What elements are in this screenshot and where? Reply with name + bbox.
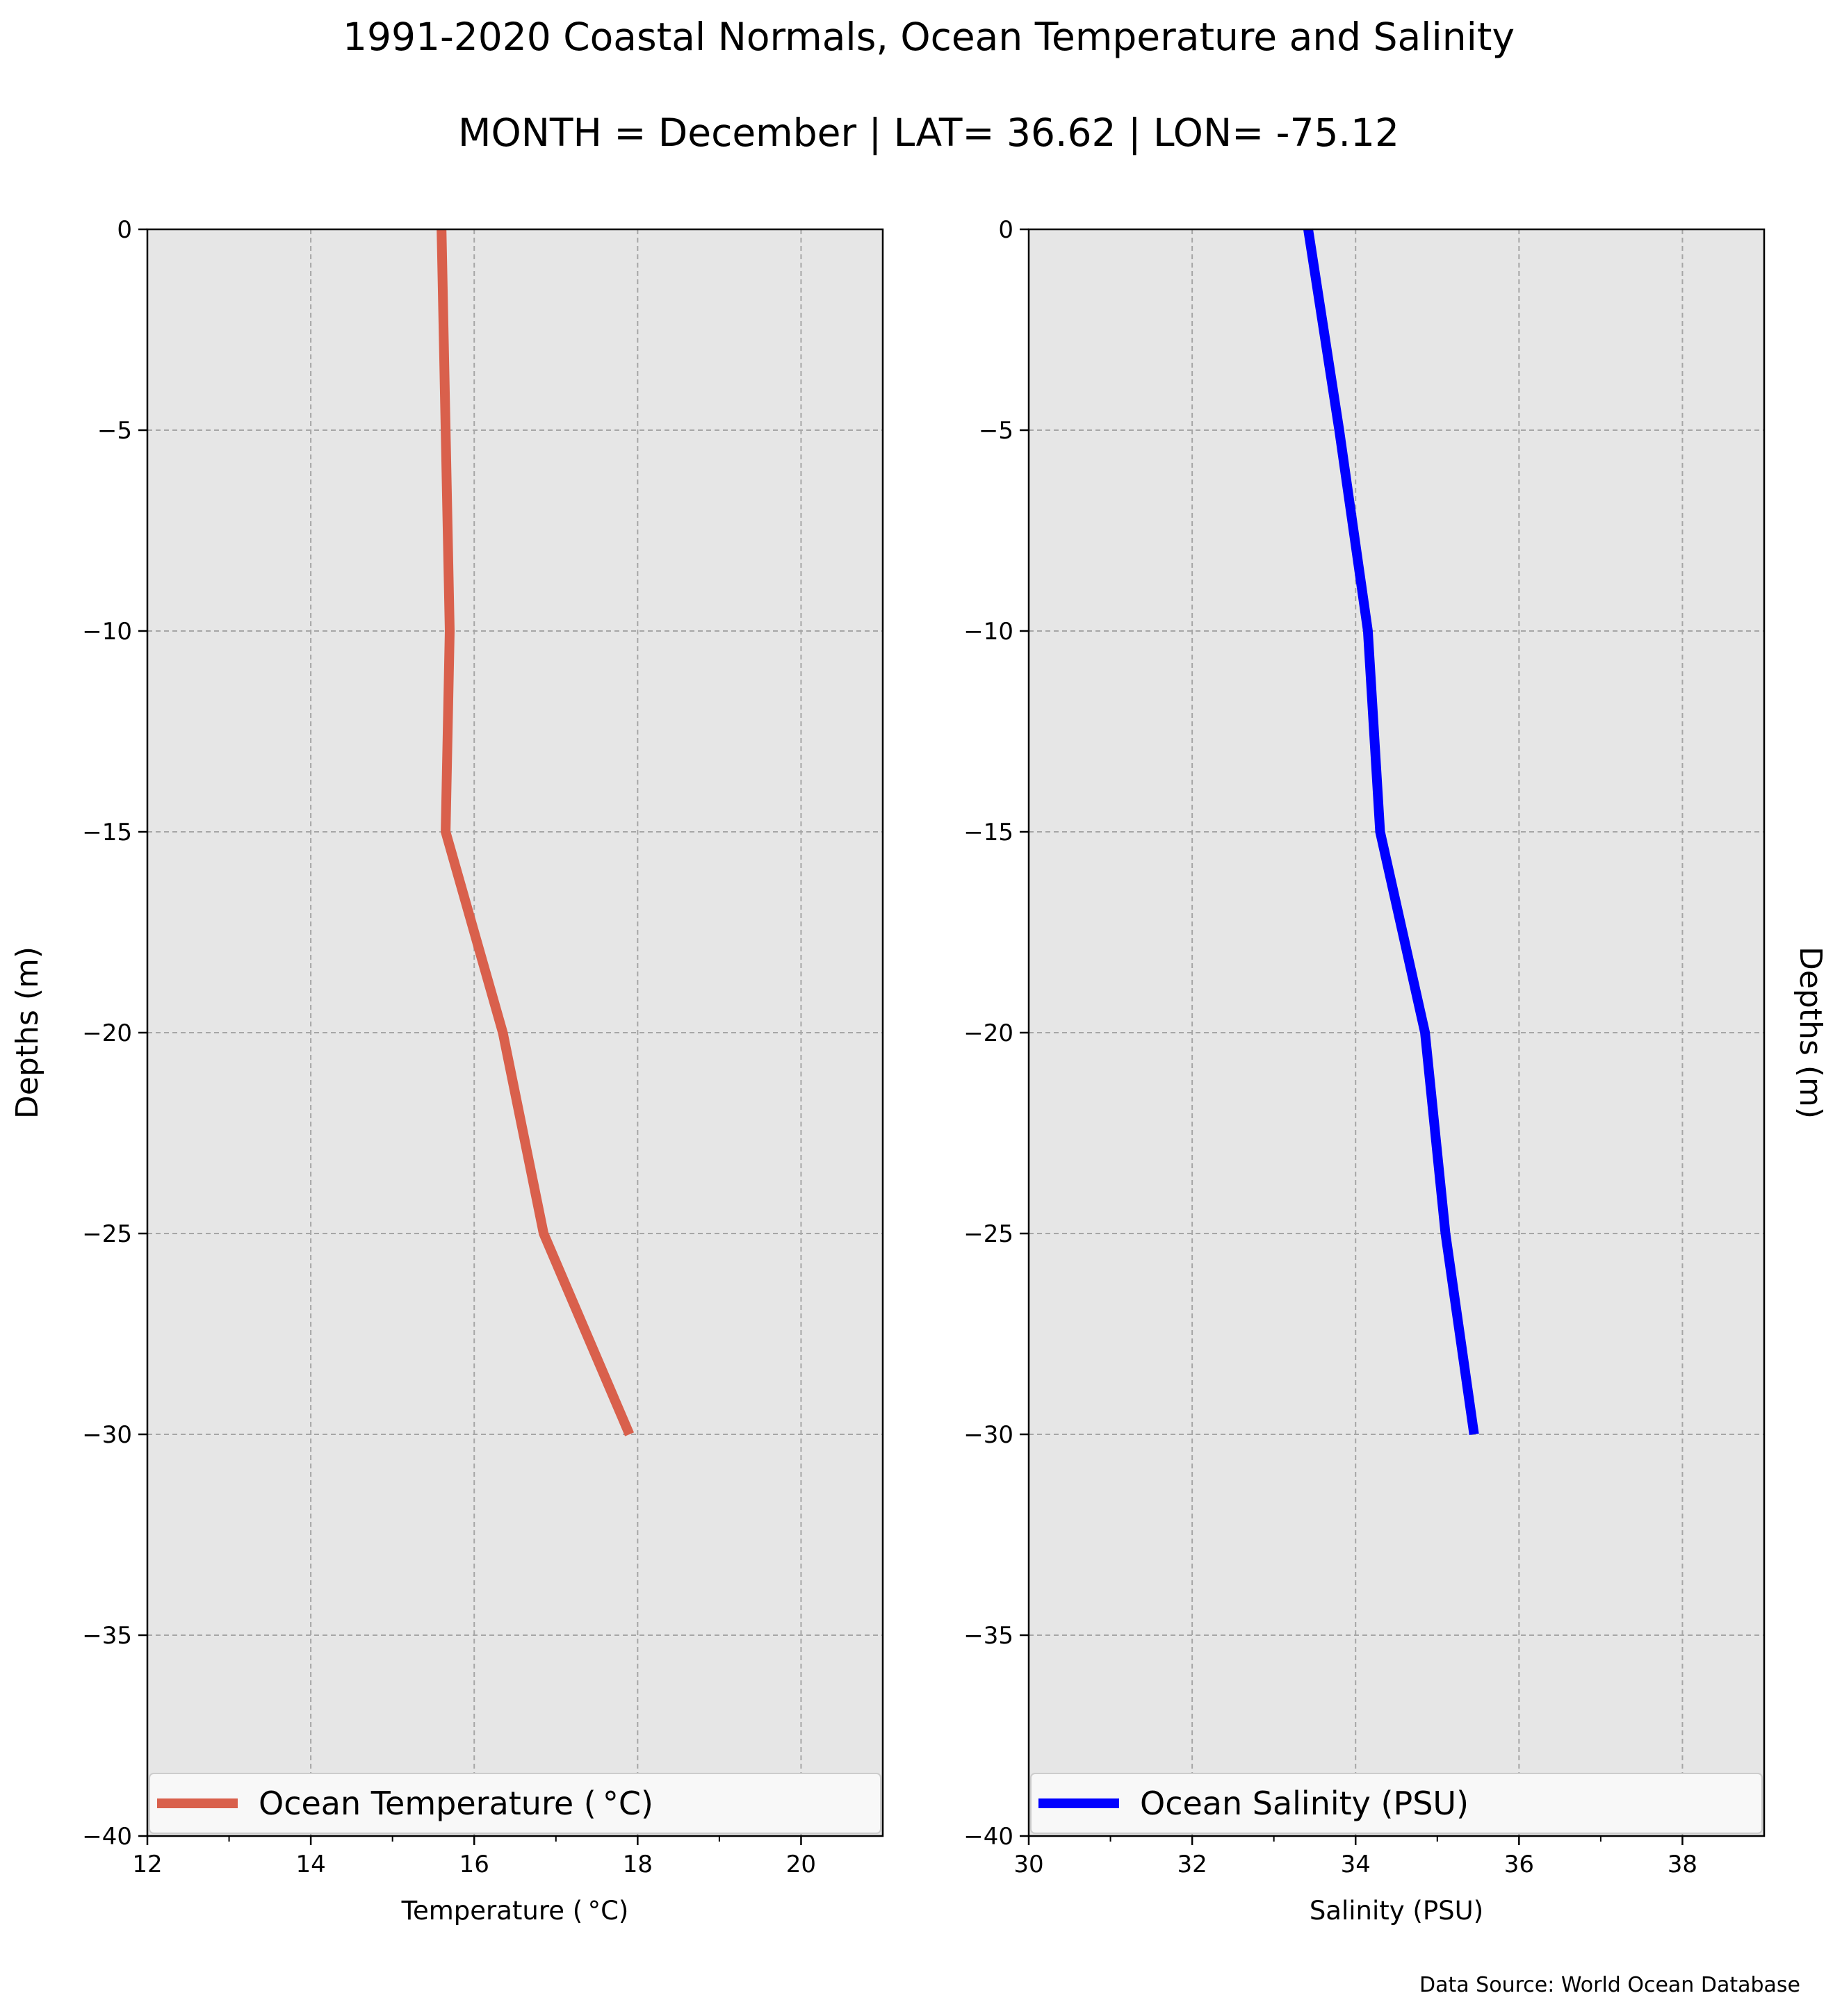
temperature-panel: 12 14 16 18 20 0 −5 −10 −15 −20 −25 −30 −35 −40 Temper… [10,216,884,1926]
x-tick-label: 18 [623,1851,653,1878]
x-tick-label: 20 [786,1851,816,1878]
legend-label: Ocean Temperature ( °C) [259,1785,653,1822]
y-axis-label: Depths (m) [1793,946,1828,1119]
y-tick-label: −40 [963,1823,1013,1851]
y-tick-label: −5 [979,417,1013,445]
y-tick-label: −20 [82,1019,132,1047]
y-tick-label: −15 [963,819,1013,846]
x-tick-label: 32 [1177,1851,1207,1878]
x-tick-label: 36 [1504,1851,1534,1878]
y-tick-label: −20 [963,1019,1013,1047]
x-tick-label: 14 [295,1851,325,1878]
figure-subtitle: MONTH = December | LAT= 36.62 | LON= -75… [458,110,1399,156]
y-tick-label: −25 [82,1220,132,1248]
y-tick-label: −15 [82,819,132,846]
x-axis-label: Salinity (PSU) [1310,1896,1483,1926]
y-tick-label: −30 [963,1421,1013,1449]
y-tick-label: −5 [97,417,132,445]
x-tick-label: 16 [459,1851,489,1878]
y-tick-label: −25 [963,1220,1013,1248]
x-tick-label: 38 [1668,1851,1697,1878]
y-tick-label: −40 [82,1823,132,1851]
x-axis-label: Temperature ( °C) [401,1896,629,1926]
y-tick-label: 0 [998,216,1013,244]
x-tick-label: 30 [1013,1851,1043,1878]
y-tick-label: 0 [117,216,132,244]
x-tick-label: 12 [132,1851,162,1878]
legend-box [1030,1773,1763,1834]
x-tick-label: 34 [1341,1851,1371,1878]
salinity-panel: 30 32 34 36 38 0 −5 −10 −15 −20 −25 −30 −35 −40 Salini… [963,216,1828,1926]
legend-box [149,1773,881,1834]
legend-label: Ocean Salinity (PSU) [1140,1785,1469,1822]
y-tick-label: −10 [82,618,132,646]
source-note: Data Source: World Ocean Database [1419,1973,1800,1997]
y-tick-label: −35 [82,1622,132,1650]
y-tick-label: −35 [963,1622,1013,1650]
y-tick-label: −30 [82,1421,132,1449]
y-tick-label: −10 [963,618,1013,646]
y-axis-label: Depths (m) [10,946,45,1119]
figure-title: 1991-2020 Coastal Normals, Ocean Tempera… [343,15,1515,59]
